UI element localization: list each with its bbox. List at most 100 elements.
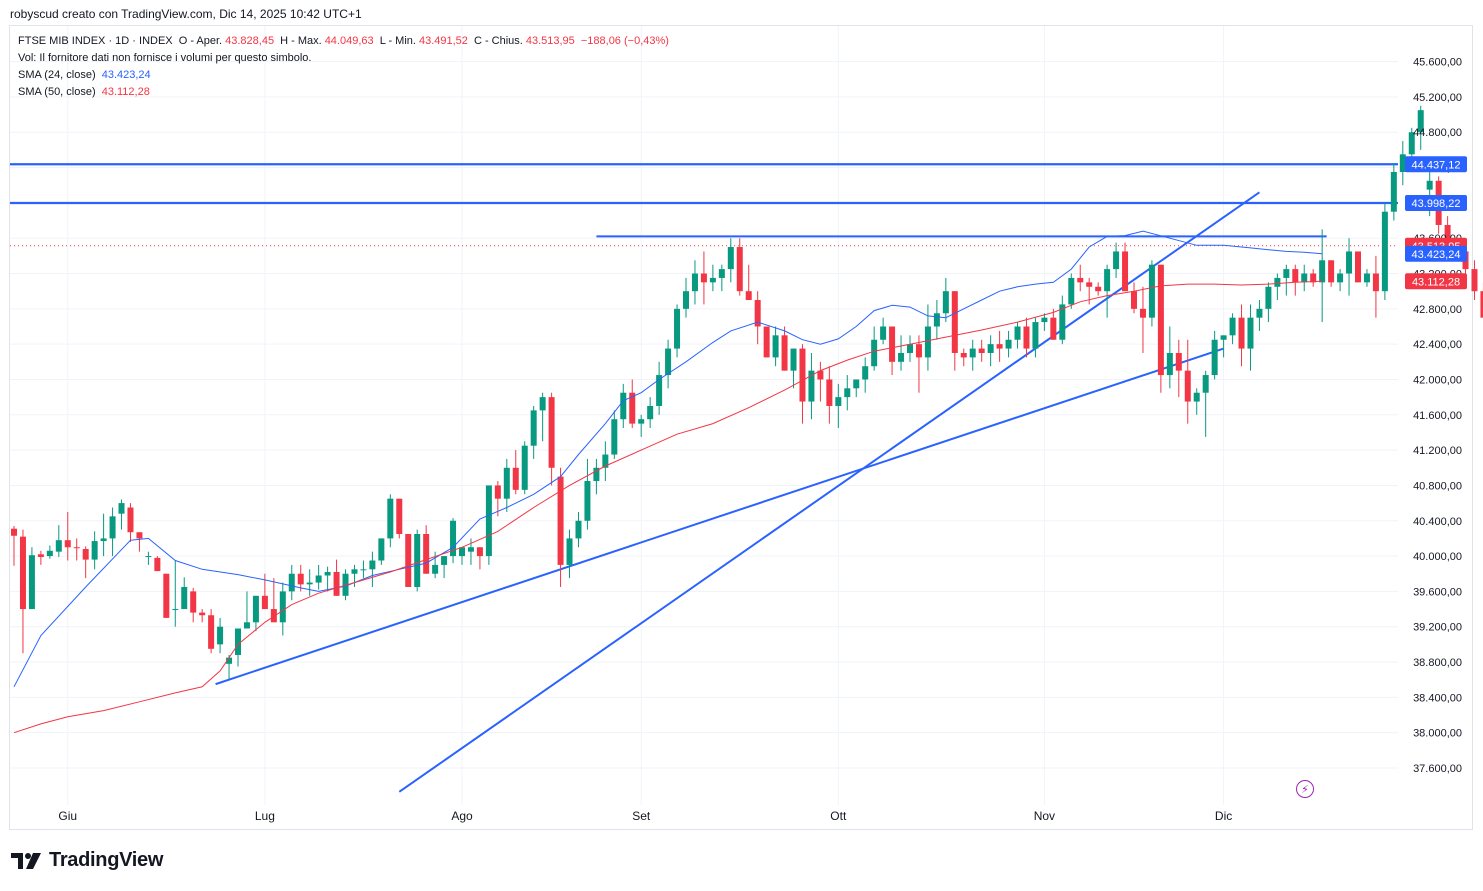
candle-body [73, 547, 80, 549]
candle-body [1301, 273, 1308, 283]
candle [136, 532, 143, 552]
candle [1346, 238, 1353, 296]
legend-sma24-label: SMA (24, close) [18, 69, 96, 81]
chart-credit: robyscud creato con TradingView.com, Dic… [10, 7, 362, 21]
candle-body [808, 370, 815, 402]
candle-body [691, 273, 698, 292]
candle-body [1148, 264, 1155, 318]
candle [64, 511, 71, 561]
candle [118, 499, 125, 530]
candle-body [208, 615, 215, 649]
x-axis: Giu Lug Ago Set Ott Nov Dic [58, 809, 1232, 823]
candle [512, 450, 519, 495]
candle [978, 339, 985, 362]
candle [1184, 339, 1191, 424]
candle [1274, 273, 1281, 301]
candle [1005, 330, 1012, 358]
candle-body [898, 352, 905, 362]
candle [629, 379, 636, 429]
candle-body [566, 538, 573, 565]
y-tick-label: 42.800,00 [1413, 304, 1462, 316]
legend-close-label: C - Chius. [473, 35, 523, 47]
candle [91, 531, 98, 570]
candle [154, 556, 161, 572]
candle-body [844, 388, 851, 398]
candle [1480, 282, 1483, 318]
candle [396, 498, 403, 539]
candle [1220, 335, 1227, 358]
candle [1390, 163, 1397, 221]
candle-body [55, 540, 62, 552]
candle [46, 545, 53, 559]
candle [933, 300, 940, 340]
candle [674, 304, 681, 358]
candle-body [620, 392, 627, 420]
candle [1095, 282, 1102, 296]
candle-body [378, 538, 385, 561]
candle [190, 587, 197, 623]
candle [1148, 260, 1155, 327]
candle [100, 513, 107, 557]
candle [521, 441, 528, 495]
y-tick-label: 42.400,00 [1413, 339, 1462, 351]
candle [109, 507, 116, 557]
candle-body [700, 273, 707, 283]
price-labels: 44.437,1243.998,2243.513,9543.423,2443.1… [1405, 156, 1467, 290]
candle [441, 556, 448, 579]
candle [638, 414, 645, 437]
candle [691, 260, 698, 305]
candle-body [235, 628, 241, 655]
candle-body [396, 498, 403, 535]
legend-low-label: L - Min. [379, 35, 416, 47]
candle [799, 344, 806, 424]
candle-body [1023, 326, 1030, 349]
candle [548, 392, 555, 486]
candle-body [656, 375, 663, 406]
candle-body [82, 549, 89, 560]
candle-body [853, 379, 860, 389]
candle [55, 525, 62, 557]
candle [1059, 295, 1066, 345]
legend-sma50-label: SMA (50, close) [18, 86, 96, 98]
candle-body [548, 397, 555, 468]
candle [880, 317, 887, 345]
candle [208, 609, 215, 654]
candle [566, 529, 573, 579]
legend-sma24-value: 43.423,24 [101, 69, 151, 81]
candle-body [1346, 251, 1353, 274]
candle [683, 277, 689, 318]
y-tick-label: 41.600,00 [1413, 410, 1462, 422]
candle [11, 526, 17, 566]
candle-body [64, 540, 71, 548]
candle [73, 538, 80, 561]
candle-body [387, 498, 394, 539]
candle-body [136, 532, 143, 539]
candle [1363, 269, 1370, 287]
candle-body [512, 467, 519, 490]
legend-sma24[interactable]: SMA (24, close) 43.423,24 [18, 69, 154, 81]
candle [969, 339, 976, 371]
y-tick-label: 39.200,00 [1413, 622, 1462, 634]
lightning-icon[interactable]: ⚡ [1296, 780, 1314, 798]
legend-sma50[interactable]: SMA (50, close) 43.112,28 [18, 86, 153, 98]
candle [853, 379, 860, 398]
candle-body [996, 344, 1003, 349]
candle [1381, 202, 1388, 301]
candle-body [315, 575, 322, 583]
candle [243, 591, 250, 629]
candle [1157, 264, 1164, 393]
candle-body [1310, 273, 1317, 283]
legend-open-label: O - Aper. [178, 35, 223, 47]
legend-sma50-value: 43.112,28 [101, 86, 150, 98]
candle [1229, 313, 1236, 345]
candle-body [602, 454, 609, 468]
candle [1023, 317, 1030, 358]
y-tick-label: 40.800,00 [1413, 480, 1462, 492]
candle-body [450, 520, 457, 557]
candle-body [145, 556, 152, 558]
price-label: 43.423,24 [1405, 245, 1467, 262]
candle-body [37, 554, 44, 557]
price-label-box [1405, 245, 1467, 262]
tradingview-logo[interactable]: TradingView [11, 849, 163, 872]
